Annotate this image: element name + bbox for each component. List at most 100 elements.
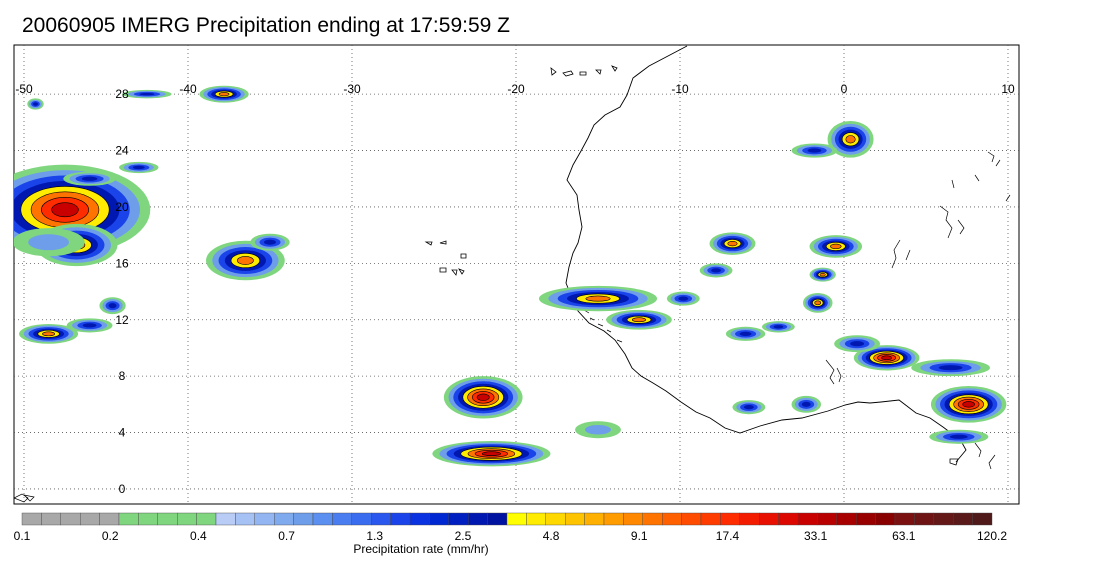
precip-cell [809, 267, 836, 282]
precip-contour [938, 365, 963, 371]
colorbar-swatch [157, 512, 178, 526]
lon-tick-label: -10 [671, 82, 689, 96]
precip-cell [762, 321, 795, 333]
precip-contour [218, 92, 230, 97]
precip-contour [481, 451, 501, 456]
colorbar-swatch [914, 512, 935, 526]
precip-contour [264, 239, 276, 245]
colorbar-tick-label: 120.2 [977, 529, 1007, 543]
lon-tick-label: 10 [1001, 82, 1015, 96]
precip-cell [119, 161, 159, 174]
precip-cell [709, 232, 756, 255]
colorbar-swatch [293, 512, 314, 526]
precip-contour [801, 401, 811, 407]
west-coast-islands [14, 309, 623, 503]
colorbar-swatch [836, 512, 857, 526]
lat-tick-label: 8 [119, 369, 126, 383]
colorbar-swatch [681, 512, 702, 526]
colorbar-swatch [371, 512, 391, 526]
precip-contour [139, 92, 155, 96]
precip-contour [830, 243, 842, 250]
colorbar-tick-label: 4.8 [543, 529, 560, 543]
colorbar-swatch [215, 512, 236, 526]
precip-cell [99, 297, 126, 315]
bioko-island [949, 458, 959, 466]
colorbar-tick-label: 0.1 [14, 529, 31, 543]
africa-coastline [565, 45, 967, 463]
precip-cell [803, 292, 833, 313]
lat-tick-label: 16 [115, 256, 129, 270]
precip-cell [19, 323, 79, 344]
page-title: 20060905 IMERG Precipitation ending at 1… [22, 14, 510, 37]
lat-lon-grid [14, 45, 1019, 504]
colorbar-tick-label: 9.1 [631, 529, 648, 543]
precip-contour [962, 401, 975, 408]
lat-tick-label: 0 [119, 482, 126, 496]
colorbar-tick-label: 63.1 [892, 529, 916, 543]
colorbar-swatch [875, 512, 896, 526]
lon-tick-label: -40 [179, 82, 197, 96]
cape-verde-islands [424, 240, 467, 276]
colorbar-swatch [351, 512, 372, 526]
colorbar-swatch [390, 512, 411, 526]
precip-contour [81, 176, 98, 181]
precip-cell [930, 386, 1007, 423]
colorbar-swatch [700, 512, 721, 526]
colorbar-swatch [332, 512, 352, 526]
colorbar-swatch [953, 512, 973, 526]
colorbar-tick-label: 0.7 [278, 529, 295, 543]
precip-contour [132, 165, 145, 170]
colorbar-swatch [565, 512, 585, 526]
precip-cell [250, 233, 290, 251]
precip-cell [122, 89, 172, 99]
precip-contour [631, 317, 647, 323]
colorbar-swatch [933, 512, 954, 526]
precip-cell [827, 120, 874, 158]
precip-cell [791, 395, 822, 413]
colorbar-swatch [603, 512, 624, 526]
precip-cell [575, 421, 621, 439]
colorbar-tick-label: 0.4 [190, 529, 207, 543]
colorbar-tick-label: 17.4 [716, 529, 740, 543]
precip-cell [834, 335, 881, 353]
colorbar-swatch [720, 512, 741, 526]
colorbar-swatch [739, 512, 760, 526]
precip-contour [845, 135, 856, 144]
precip-contour [678, 296, 689, 301]
precip-cell [199, 85, 249, 103]
precip-cell [63, 171, 116, 186]
precip-cell [538, 285, 658, 312]
precip-contour [727, 240, 738, 247]
canary-islands [550, 65, 618, 77]
colorbar-tick-label: 1.3 [366, 529, 383, 543]
precip-cell [911, 359, 990, 377]
colorbar-swatch [254, 512, 275, 526]
colorbar-swatch [778, 512, 799, 526]
precip-contour [711, 268, 722, 273]
precip-cell [699, 263, 733, 278]
colorbar-swatch [21, 512, 42, 526]
colorbar-swatch [274, 512, 294, 526]
precip-contour [476, 393, 490, 401]
inland-lakes-rivers [825, 151, 1011, 470]
colorbar-title: Precipitation rate (mm/hr) [353, 542, 488, 556]
lat-tick-label: 24 [115, 144, 129, 158]
precip-contour [51, 202, 79, 218]
colorbar-swatch [138, 512, 158, 526]
colorbar-swatch [526, 512, 547, 526]
precip-contour [819, 272, 826, 277]
precip-contour [236, 256, 254, 265]
colorbar-swatch [429, 512, 449, 526]
precip-contour [585, 424, 611, 435]
colorbar-swatch [41, 512, 62, 526]
precip-contour [850, 341, 865, 347]
colorbar-swatch [448, 512, 469, 526]
precip-contour [33, 102, 38, 106]
colorbar-swatch [468, 512, 488, 526]
precip-cell [929, 429, 989, 444]
axis-tick-labels: -50 -40 -30 -20 -10 0 10 0 4 8 12 16 20 24 28 [15, 82, 1015, 496]
colorbar-swatch [797, 512, 818, 526]
colorbar-swatch [623, 512, 644, 526]
colorbar-swatch [235, 512, 255, 526]
